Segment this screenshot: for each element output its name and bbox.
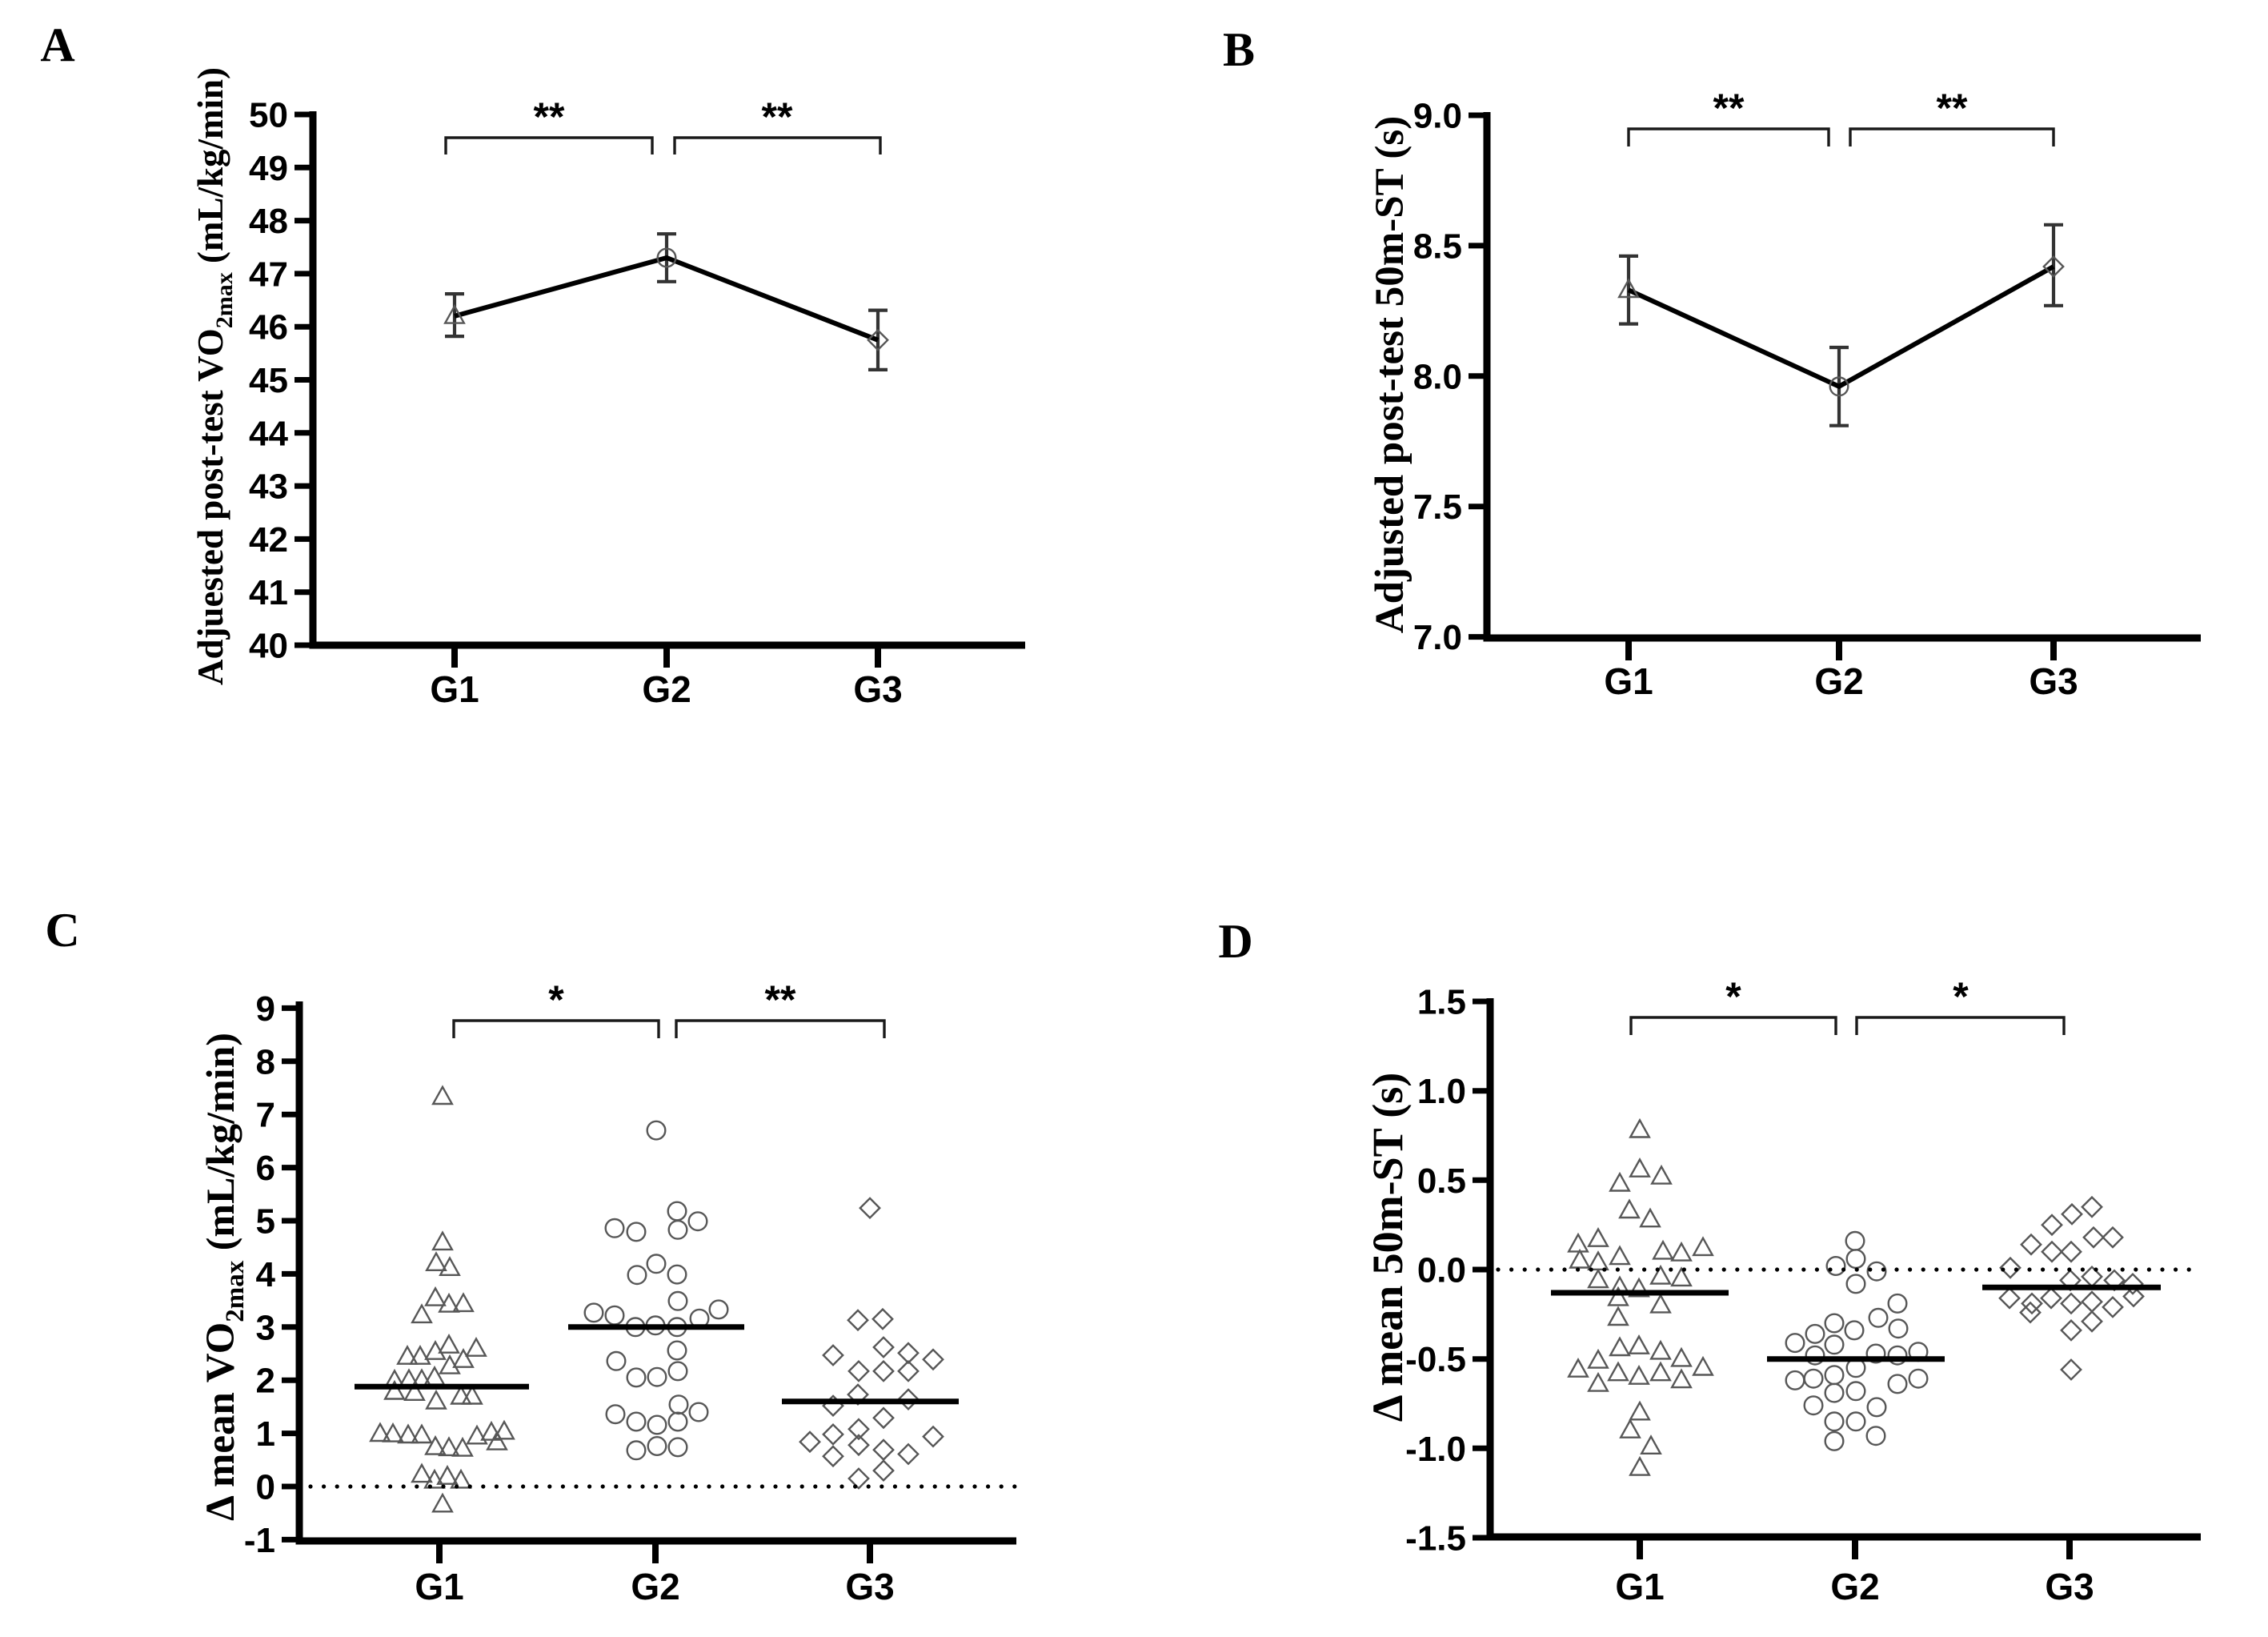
svg-text:6: 6 [256,1149,275,1188]
svg-text:1: 1 [256,1414,275,1454]
svg-text:7.0: 7.0 [1413,618,1462,657]
svg-text:G3: G3 [2045,1566,2094,1607]
svg-text:Adjusted post-test 50m-ST (s): Adjusted post-test 50m-ST (s) [1368,116,1412,634]
svg-text:50: 50 [249,96,288,135]
svg-text:G2: G2 [1814,660,1863,702]
svg-text:47: 47 [249,255,288,294]
svg-text:**: ** [1713,86,1745,130]
svg-text:41: 41 [249,573,288,612]
svg-text:9: 9 [256,989,275,1029]
svg-text:C: C [45,904,79,957]
svg-text:Adjuested post-test VO2max (mL: Adjuested post-test VO2max (mL/kg/min) [190,67,238,685]
svg-text:4: 4 [256,1255,276,1294]
svg-text:G3: G3 [2029,660,2078,702]
svg-text:A: A [40,18,74,71]
svg-text:G1: G1 [1615,1566,1664,1607]
svg-text:B: B [1223,23,1255,76]
svg-text:49: 49 [249,149,288,188]
svg-text:*: * [1725,974,1741,1019]
svg-text:-1.5: -1.5 [1405,1519,1466,1559]
svg-text:Δ mean 50m-ST (s): Δ mean 50m-ST (s) [1364,1073,1412,1422]
svg-text:-1.0: -1.0 [1405,1430,1466,1469]
svg-text:0.5: 0.5 [1417,1162,1466,1201]
svg-text:-0.5: -0.5 [1405,1340,1466,1379]
svg-text:42: 42 [249,520,288,560]
svg-text:0.0: 0.0 [1417,1251,1466,1290]
svg-text:2: 2 [256,1362,275,1401]
svg-text:G3: G3 [845,1566,894,1607]
svg-text:45: 45 [249,361,288,400]
svg-text:40: 40 [249,627,288,666]
svg-text:8.5: 8.5 [1413,227,1462,266]
svg-text:G1: G1 [415,1566,463,1607]
svg-text:G2: G2 [631,1566,679,1607]
svg-text:**: ** [534,94,565,139]
svg-text:44: 44 [249,414,288,453]
svg-text:-1: -1 [244,1521,275,1560]
svg-text:G1: G1 [430,668,479,710]
svg-text:G3: G3 [853,668,902,710]
svg-text:1.5: 1.5 [1417,983,1466,1022]
svg-text:G2: G2 [642,668,691,710]
svg-text:1.0: 1.0 [1417,1072,1466,1111]
svg-text:**: ** [1937,86,1968,130]
svg-text:0: 0 [256,1468,275,1507]
svg-text:7: 7 [256,1096,275,1135]
svg-text:G2: G2 [1830,1566,1879,1607]
svg-text:7.5: 7.5 [1413,487,1462,527]
svg-text:**: ** [762,94,793,139]
svg-text:43: 43 [249,467,288,507]
svg-text:*: * [548,977,564,1022]
svg-text:8: 8 [256,1042,275,1081]
svg-text:48: 48 [249,202,288,241]
svg-text:3: 3 [256,1308,275,1347]
svg-text:**: ** [765,977,796,1022]
svg-text:*: * [1953,974,1969,1019]
svg-text:G1: G1 [1604,660,1653,702]
svg-text:D: D [1218,915,1252,968]
svg-text:5: 5 [256,1202,275,1242]
svg-text:8.0: 8.0 [1413,357,1462,396]
svg-text:9.0: 9.0 [1413,97,1462,136]
svg-text:46: 46 [249,308,288,347]
